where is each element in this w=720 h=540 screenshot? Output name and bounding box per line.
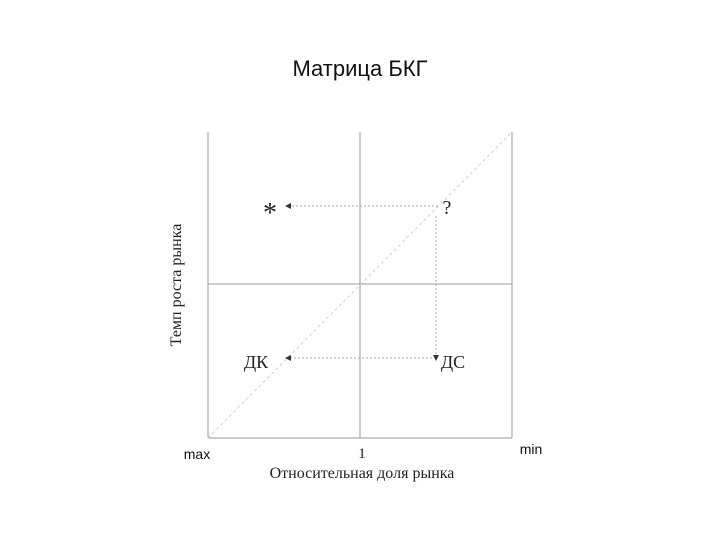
quadrant-label: *	[263, 198, 277, 229]
arrows	[285, 203, 439, 361]
matrix	[207, 131, 513, 439]
x-axis-label: Относительная доля рынка	[270, 465, 455, 482]
x-left-label: max	[184, 446, 210, 462]
x-middle-label: 1	[358, 446, 366, 462]
quadrant-label: ДС	[441, 352, 465, 372]
quadrant-label: ?	[443, 197, 452, 219]
x-right-label: min	[520, 441, 543, 457]
quadrant-label: ДК	[244, 352, 269, 372]
y-axis-label: Темп роста рынка	[168, 224, 185, 347]
title: Матрица БКГ	[292, 56, 427, 81]
